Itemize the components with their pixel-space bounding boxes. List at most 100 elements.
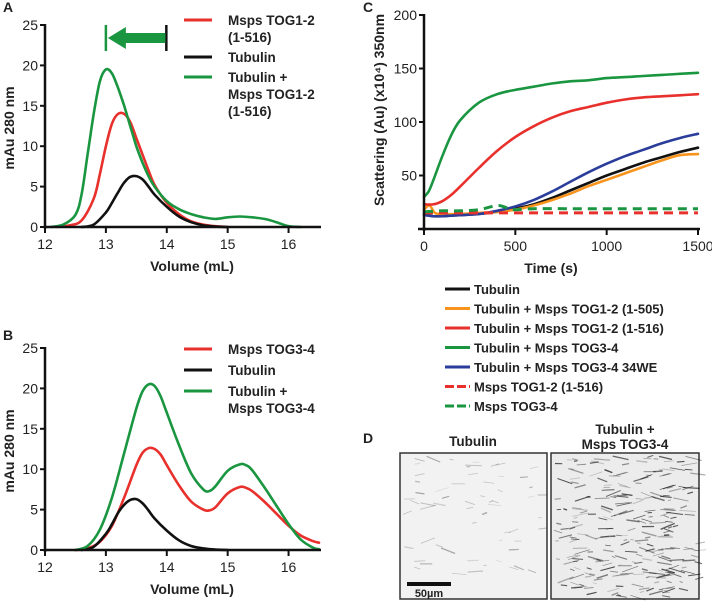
fiber: [568, 526, 576, 530]
x-tick-label: 12: [37, 559, 53, 575]
fiber: [667, 526, 673, 529]
fiber: [570, 581, 579, 586]
fiber: [646, 543, 654, 547]
fiber: [661, 547, 676, 550]
fiber: [690, 554, 699, 558]
fiber: [592, 582, 597, 585]
fiber: [627, 527, 636, 532]
fiber: [616, 471, 627, 476]
fiber: [605, 527, 612, 530]
fiber: [646, 474, 651, 477]
image-title-tubulin: Tubulin: [449, 434, 497, 449]
fiber: [600, 566, 615, 572]
fiber: [573, 585, 587, 589]
fiber: [572, 512, 590, 517]
fiber: [414, 462, 421, 465]
fiber: [681, 566, 687, 569]
fiber: [615, 502, 630, 505]
fiber: [556, 522, 562, 526]
fiber: [579, 583, 585, 587]
micrograph-combo-texture: [553, 454, 707, 601]
fiber: [589, 461, 599, 464]
fiber: [568, 467, 584, 474]
chart-a: 0 5 10 15 20 25 12 13 14 15 16 Volume (mL) mAu 280 n…: [1, 13, 321, 274]
fiber: [570, 538, 580, 541]
fiber: [654, 581, 660, 584]
x-tick-label: 0: [420, 238, 428, 254]
fiber: [637, 520, 647, 524]
fiber: [647, 454, 654, 458]
fiber: [667, 571, 682, 578]
fiber: [414, 473, 425, 477]
fiber: [623, 538, 628, 542]
fiber: [622, 565, 639, 573]
fiber: [652, 552, 664, 557]
series-line-b-2: [74, 382, 321, 552]
fiber: [641, 531, 657, 537]
fiber: [618, 509, 634, 515]
x-tick-label: 13: [98, 559, 114, 575]
x-tick-label: 15: [220, 236, 236, 252]
fiber: [570, 468, 575, 471]
fiber: [615, 594, 627, 598]
fiber: [620, 572, 634, 575]
fiber: [451, 572, 467, 575]
fiber: [645, 576, 650, 579]
series-line-a-2: [49, 67, 302, 229]
fiber: [605, 544, 611, 547]
legend-label: (1-516): [228, 104, 272, 119]
y-tick-label: 20: [22, 380, 38, 396]
fiber: [563, 559, 580, 565]
fiber: [649, 521, 667, 524]
fiber: [610, 514, 616, 517]
fiber: [585, 575, 592, 578]
fiber: [684, 468, 693, 471]
fiber: [659, 495, 672, 499]
y-axis-title: mAu 280 nm: [1, 86, 17, 169]
fiber: [402, 510, 412, 515]
fiber: [610, 496, 617, 498]
legend-label: Msps TOG3-4: [228, 342, 315, 357]
fiber: [618, 564, 622, 566]
fiber: [555, 558, 561, 560]
fiber: [504, 531, 511, 534]
y-tick-label: 5: [30, 179, 38, 195]
y-tick-label: 0: [30, 542, 38, 558]
fiber: [487, 503, 502, 507]
fiber: [666, 580, 672, 584]
fiber: [663, 530, 671, 534]
y-tick-label: 0: [30, 219, 38, 235]
fiber: [660, 508, 677, 512]
y-tick-label: 10: [22, 138, 38, 154]
fiber: [589, 573, 596, 576]
fiber: [679, 580, 683, 584]
fiber: [449, 458, 454, 461]
legend-label: Tubulin + Msps TOG1-2 (1-505): [474, 302, 664, 317]
fiber: [659, 468, 663, 471]
legend-label: Msps TOG3-4: [474, 399, 558, 414]
fiber: [491, 500, 499, 504]
fiber: [665, 520, 673, 523]
fiber: [670, 516, 677, 519]
fiber: [403, 497, 416, 500]
fiber: [635, 498, 645, 500]
fiber: [620, 541, 630, 546]
fiber: [440, 547, 456, 555]
fiber: [694, 561, 703, 565]
fiber: [598, 517, 608, 521]
fiber: [538, 527, 547, 530]
fiber: [661, 568, 676, 574]
fiber: [609, 570, 619, 573]
series-line-c-1: [422, 152, 700, 216]
fiber: [604, 469, 613, 474]
x-axis-title: Time (s): [524, 260, 577, 276]
fiber: [577, 533, 589, 536]
fiber: [658, 569, 664, 572]
y-tick-label: 100: [394, 114, 418, 130]
fiber: [597, 477, 608, 483]
series-line-b-1: [80, 497, 229, 552]
fiber: [648, 572, 666, 576]
fiber: [579, 510, 588, 514]
fiber: [626, 519, 640, 523]
fiber: [662, 468, 675, 472]
